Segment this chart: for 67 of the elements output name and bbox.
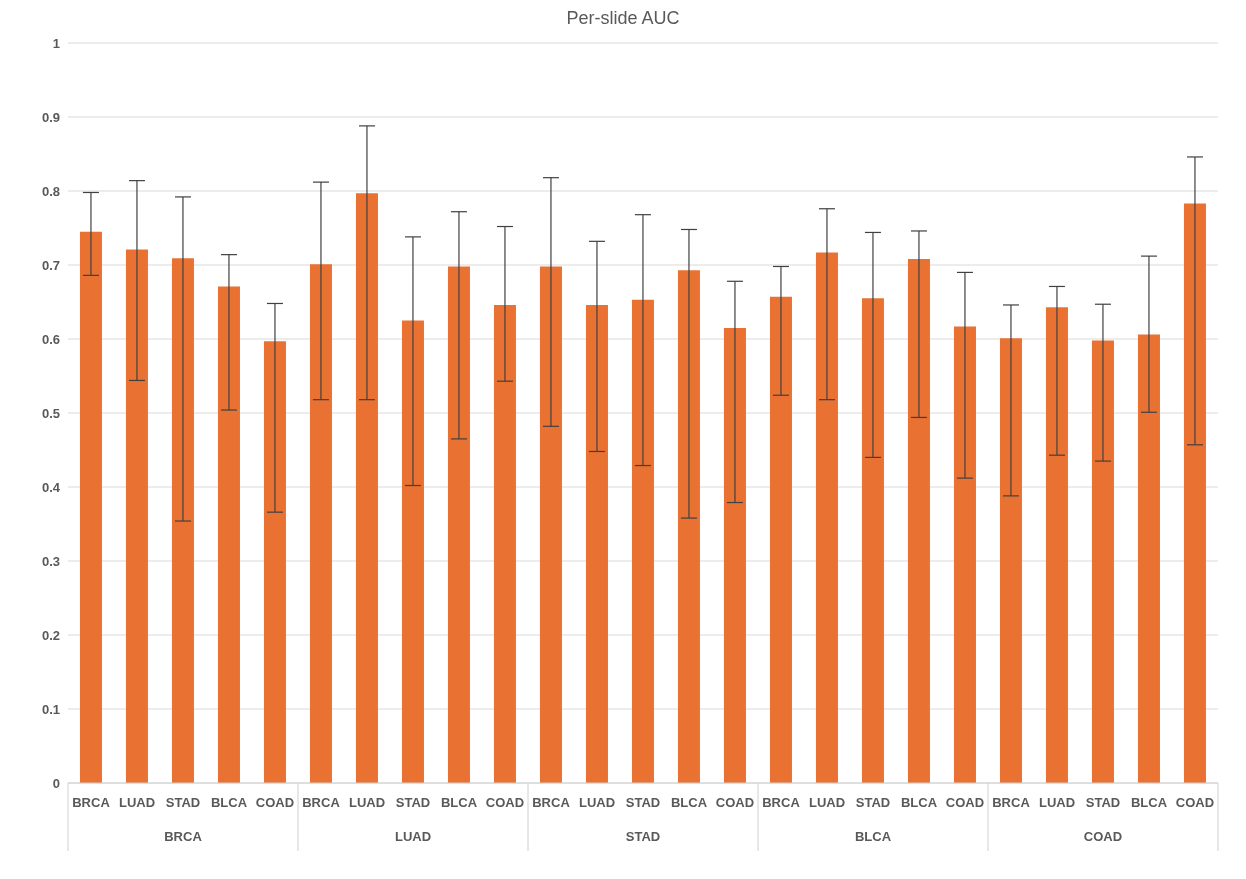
x-tick-label: STAD xyxy=(855,795,891,810)
x-tick-label: LUAD xyxy=(118,795,156,810)
y-tick-label: 0.5 xyxy=(41,405,60,421)
bar xyxy=(79,231,102,783)
x-tick-label: LUAD xyxy=(348,795,386,810)
x-tick-label: STAD xyxy=(395,795,431,810)
bar xyxy=(1183,203,1206,783)
bar xyxy=(125,249,148,783)
x-tick-label: STAD xyxy=(165,795,201,810)
bar xyxy=(401,320,424,783)
bar xyxy=(309,264,332,783)
x-tick-label: BLCA xyxy=(670,795,708,810)
x-tick-label: BLCA xyxy=(900,795,938,810)
bar xyxy=(677,270,700,783)
x-tick-label: BRCA xyxy=(992,795,1031,810)
bar xyxy=(263,341,286,783)
bar xyxy=(1091,340,1114,783)
x-tick-label: LUAD xyxy=(578,795,616,810)
x-tick-label: COAD xyxy=(255,795,295,810)
bar xyxy=(1045,307,1068,783)
bar xyxy=(355,193,378,783)
x-tick-label: STAD xyxy=(625,795,661,810)
y-tick-label: 0.9 xyxy=(41,109,60,125)
y-tick-label: 0.2 xyxy=(41,627,60,643)
bar xyxy=(723,327,746,783)
x-tick-label: BRCA xyxy=(532,795,571,810)
bar xyxy=(907,259,930,783)
bar xyxy=(999,338,1022,783)
y-tick-label: 0.8 xyxy=(41,183,60,199)
y-tick-label: 0.3 xyxy=(41,553,60,569)
bar xyxy=(447,266,470,783)
x-tick-label: COAD xyxy=(485,795,525,810)
y-tick-label: 0.6 xyxy=(41,331,60,347)
text: COAD xyxy=(1083,829,1123,844)
x-tick-label: COAD xyxy=(715,795,755,810)
x-tick-label: BLCA xyxy=(440,795,478,810)
x-tick-label: BRCA xyxy=(762,795,801,810)
x-tick-label: LUAD xyxy=(808,795,846,810)
bar xyxy=(769,296,792,783)
text: BLCA xyxy=(854,829,892,844)
bar xyxy=(539,266,562,783)
x-tick-label: BRCA xyxy=(302,795,341,810)
x-tick-label: COAD xyxy=(1175,795,1215,810)
chart-title: Per-slide AUC xyxy=(565,8,681,29)
x-tick-label: COAD xyxy=(945,795,985,810)
y-tick-label: 0.4 xyxy=(41,479,61,495)
text: STAD xyxy=(625,829,661,844)
x-tick-label: STAD xyxy=(1085,795,1121,810)
text: LUAD xyxy=(394,829,432,844)
x-tick-label: BLCA xyxy=(1130,795,1168,810)
x-tick-label: BLCA xyxy=(210,795,248,810)
bar xyxy=(815,252,838,783)
bar xyxy=(585,304,608,783)
bar xyxy=(1137,334,1160,783)
bar xyxy=(953,326,976,783)
bar xyxy=(217,286,240,783)
bar xyxy=(171,258,194,783)
y-tick-label: 1 xyxy=(52,35,60,51)
y-tick-label: 0.1 xyxy=(41,701,60,717)
bar xyxy=(493,304,516,783)
bar xyxy=(861,298,884,783)
text: BRCA xyxy=(164,829,203,844)
y-tick-label: 0.7 xyxy=(41,257,60,273)
x-tick-label: LUAD xyxy=(1038,795,1076,810)
x-tick-label: BRCA xyxy=(72,795,111,810)
y-tick-label: 0 xyxy=(52,775,60,791)
bar xyxy=(631,299,654,783)
